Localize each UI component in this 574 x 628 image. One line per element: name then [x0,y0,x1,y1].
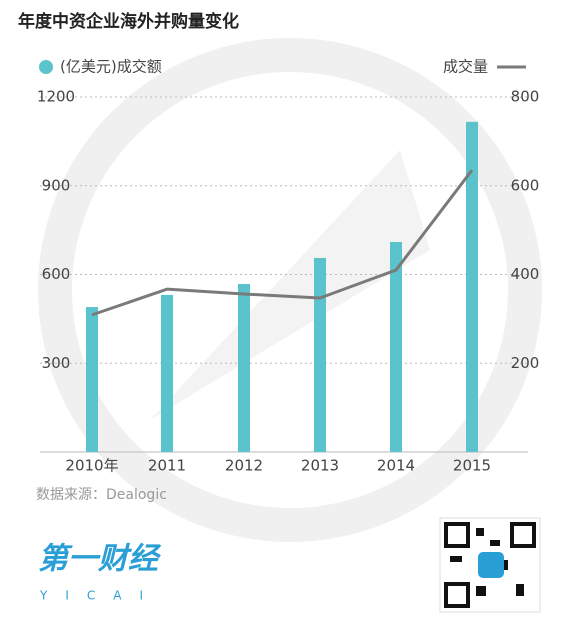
qr-code [439,517,541,613]
bar [161,294,173,452]
brand-latin: YICAI [39,589,161,603]
bar [86,307,98,452]
x-tick-label: 2014 [377,457,415,475]
line [91,169,474,317]
bar [466,121,478,452]
brand-name: 第一财经 [38,542,162,577]
x-tick-label: 2012 [225,457,263,475]
y-tick-label: 600 [42,265,71,283]
plot: 300 600 900 1200 200 400 600 800 (亿美元)成交额 成交量 2010… [37,58,539,475]
bar [314,257,326,452]
y2-tick-label: 400 [511,265,540,283]
chart-title: 年度中资企业海外并购量变化 [18,11,239,32]
y-tick-label: 900 [42,176,71,194]
legend-label: 成交量 [443,58,488,76]
x-tick-label: 2015 [453,457,491,475]
y2-tick-label: 600 [511,176,540,194]
y2-tick-label: 800 [511,88,540,106]
watermark [38,38,542,542]
legend-label: (亿美元)成交额 [60,58,162,76]
y-tick-label: 1200 [37,88,75,106]
brand-logo: 第一财经 YICAI [38,542,162,603]
x-tick-label: 2010年 [65,457,118,475]
source: 数据来源：Dealogic [36,487,167,503]
bar [238,283,250,452]
legend-marker [39,60,53,74]
bar [390,241,402,452]
x-tick-label: 2013 [301,457,339,475]
y-tick-label: 300 [42,354,71,372]
x-tick-label: 2011 [148,457,186,475]
y2-tick-label: 200 [511,354,540,372]
